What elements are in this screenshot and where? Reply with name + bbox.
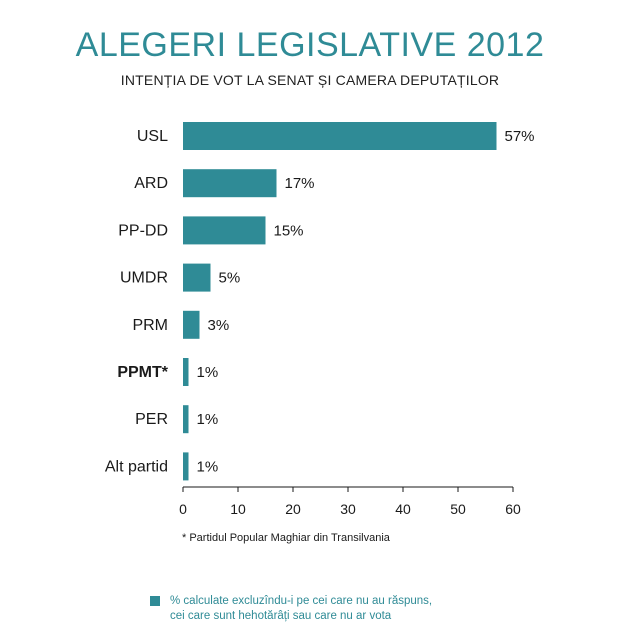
- bar-alt-partid: [183, 452, 189, 481]
- footnote: * Partidul Popular Maghiar din Transilva…: [182, 532, 390, 544]
- category-label: UMDR: [120, 270, 168, 287]
- bar-chart: USL ARD PP-DD UMDR PRM PPMT* PER Alt partid 57%…: [105, 122, 535, 517]
- category-labels: USL ARD PP-DD UMDR PRM PPMT* PER Alt partid: [105, 128, 169, 475]
- category-label: ARD: [134, 175, 168, 192]
- x-tick-label: 40: [395, 501, 411, 517]
- value-label: 15%: [274, 222, 304, 239]
- value-label: 1%: [197, 458, 219, 475]
- value-label: 1%: [197, 411, 219, 428]
- category-label: PRM: [132, 317, 168, 334]
- category-label: PPMT*: [117, 364, 168, 381]
- x-axis: 0 10 20 30 40 50 60: [179, 486, 521, 517]
- value-label: 17%: [285, 175, 315, 192]
- bar-umdr: [183, 263, 211, 292]
- legend-text: % calculate excluzîndu-i pe cei care nu …: [170, 594, 432, 624]
- x-tick-label: 0: [179, 501, 187, 517]
- x-tick-label: 30: [340, 501, 356, 517]
- bar-prm: [183, 310, 200, 339]
- x-tick-label: 20: [285, 501, 301, 517]
- legend-line-2: cei care sunt hehotărâți sau care nu ar …: [170, 610, 392, 622]
- value-label: 57%: [505, 128, 535, 145]
- bar-ard: [183, 169, 277, 198]
- category-label: PER: [135, 411, 168, 428]
- bar-ppmt-: [183, 358, 189, 386]
- value-labels: 57% 17% 15% 5% 3% 1% 1% 1%: [197, 128, 535, 475]
- bar-pp-dd: [183, 216, 266, 245]
- legend-line-1: % calculate excluzîndu-i pe cei care nu …: [170, 595, 433, 607]
- x-tick-label: 50: [450, 501, 466, 517]
- value-label: 1%: [197, 364, 219, 381]
- bars-group: [183, 122, 497, 481]
- category-label: USL: [137, 128, 168, 145]
- legend-swatch: [150, 596, 160, 606]
- category-label: PP-DD: [118, 222, 168, 239]
- value-label: 3%: [208, 317, 230, 334]
- x-tick-label: 60: [505, 501, 521, 517]
- chart-title: ALEGERI LEGISLATIVE 2012: [75, 26, 545, 64]
- bar-usl: [183, 122, 497, 150]
- legend: % calculate excluzîndu-i pe cei care nu …: [150, 594, 510, 624]
- bar-per: [183, 405, 189, 434]
- value-label: 5%: [219, 270, 241, 287]
- chart-subtitle: INTENȚIA DE VOT LA SENAT ȘI CAMERA DEPUT…: [120, 72, 500, 88]
- category-label: Alt partid: [105, 458, 168, 475]
- x-tick-label: 10: [230, 501, 246, 517]
